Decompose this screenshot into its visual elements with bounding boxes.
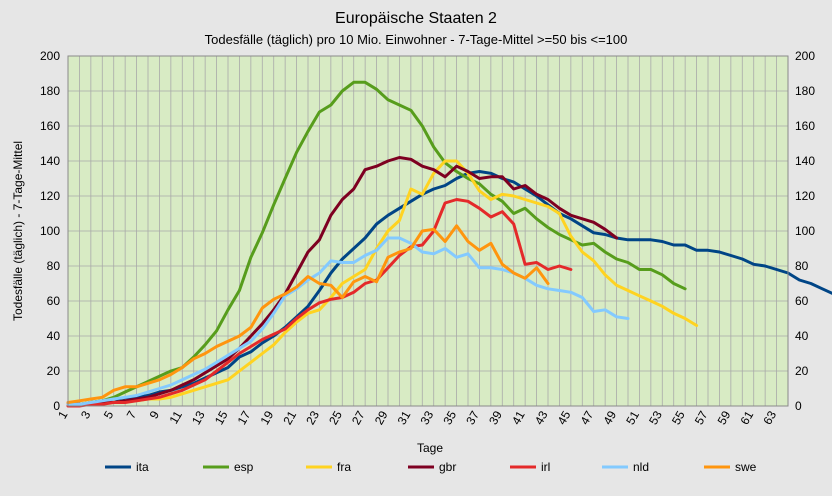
- y-tick-label-right: 20: [795, 364, 809, 378]
- series-line-esp: [66, 80, 687, 406]
- x-tick-label: 15: [212, 408, 231, 427]
- x-tick-label: 55: [669, 408, 688, 427]
- x-tick-label: 51: [623, 408, 642, 427]
- y-tick-label-right: 120: [795, 189, 815, 203]
- series-line-nld: [66, 236, 630, 406]
- y-tick-label-right: 160: [795, 119, 815, 133]
- y-tick-label-left: 160: [40, 119, 60, 133]
- y-tick-label-right: 60: [795, 294, 809, 308]
- x-tick-label: 21: [280, 408, 299, 427]
- y-tick-label-left: 120: [40, 189, 60, 203]
- y-tick-label-right: 80: [795, 259, 809, 273]
- series-line-irl: [66, 198, 573, 408]
- x-tick-label: 43: [532, 408, 551, 427]
- y-tick-label-right: 140: [795, 154, 815, 168]
- x-tick-label: 37: [463, 408, 482, 427]
- plot-border: [67, 55, 789, 407]
- x-tick-label: 13: [189, 408, 208, 427]
- x-tick-label: 23: [303, 408, 322, 427]
- x-tick-label: 57: [692, 408, 711, 427]
- x-tick-label: 33: [418, 408, 437, 427]
- x-tick-label: 5: [101, 408, 117, 421]
- x-tick-label: 59: [715, 408, 734, 427]
- series-line-gbr: [66, 156, 619, 406]
- x-tick-label: 31: [395, 408, 414, 427]
- x-tick-label: 49: [600, 408, 619, 427]
- y-tick-label-right: 200: [795, 49, 815, 63]
- y-tick-label-left: 0: [53, 399, 60, 413]
- x-tick-label: 1: [55, 408, 71, 421]
- y-tick-label-right: 100: [795, 224, 815, 238]
- series-layer: [66, 80, 832, 408]
- y-tick-label-right: 0: [795, 399, 802, 413]
- x-tick-label: 41: [509, 408, 528, 427]
- y-tick-label-left: 100: [40, 224, 60, 238]
- legend-label-gbr: gbr: [439, 460, 456, 474]
- series-line-swe: [66, 224, 550, 404]
- y-axis-label: Todesfälle (täglich) - 7-Tage-Mittel: [11, 141, 25, 321]
- legend-label-swe: swe: [735, 460, 757, 474]
- legend-label-irl: irl: [541, 460, 550, 474]
- y-tick-label-left: 180: [40, 84, 60, 98]
- x-tick-label: 47: [578, 408, 597, 427]
- chart-title: Europäische Staaten 2: [335, 10, 497, 27]
- legend-label-fra: fra: [337, 460, 351, 474]
- legend-label-nld: nld: [633, 460, 649, 474]
- y-axis-left-tick-labels: 0 20 40 60 80 100 120 140 160 180 200: [40, 49, 60, 413]
- x-tick-label: 45: [555, 408, 574, 427]
- x-tick-label: 17: [235, 408, 254, 427]
- x-tick-label: 25: [326, 408, 345, 427]
- series-line-fra: [66, 159, 699, 406]
- x-tick-label: 53: [646, 408, 665, 427]
- y-tick-label-left: 200: [40, 49, 60, 63]
- y-tick-label-left: 40: [47, 329, 61, 343]
- y-tick-label-left: 140: [40, 154, 60, 168]
- legend-label-ita: ita: [136, 460, 149, 474]
- x-tick-label: 63: [760, 408, 779, 427]
- y-tick-label-left: 80: [47, 259, 61, 273]
- x-tick-label: 39: [486, 408, 505, 427]
- x-tick-label: 19: [258, 408, 277, 427]
- x-axis-label: Tage: [417, 441, 443, 455]
- x-tick-label: 61: [738, 408, 757, 427]
- y-axis-right-tick-labels: 0 20 40 60 80 100 120 140 160 180 200: [795, 49, 815, 413]
- x-tick-label: 35: [440, 408, 459, 427]
- y-tick-label-left: 60: [47, 294, 61, 308]
- x-tick-label: 29: [372, 408, 391, 427]
- x-tick-label: 9: [147, 408, 163, 421]
- legend: ita esp fra gbr irl nld swe: [105, 460, 757, 474]
- y-tick-label-right: 180: [795, 84, 815, 98]
- y-tick-label-left: 20: [47, 364, 61, 378]
- x-tick-label: 11: [167, 408, 186, 426]
- x-tick-label: 27: [349, 408, 368, 427]
- legend-label-esp: esp: [234, 460, 254, 474]
- x-axis-tick-labels: 1 3 5 7 9 11 13 15 17 19 21 23 25 27 29 31 33 35 37 39 41 43 4…: [55, 408, 779, 427]
- x-tick-label: 3: [78, 408, 94, 421]
- y-tick-label-right: 40: [795, 329, 809, 343]
- x-tick-label: 7: [124, 408, 140, 421]
- chart-subtitle: Todesfälle (täglich) pro 10 Mio. Einwohn…: [205, 32, 628, 47]
